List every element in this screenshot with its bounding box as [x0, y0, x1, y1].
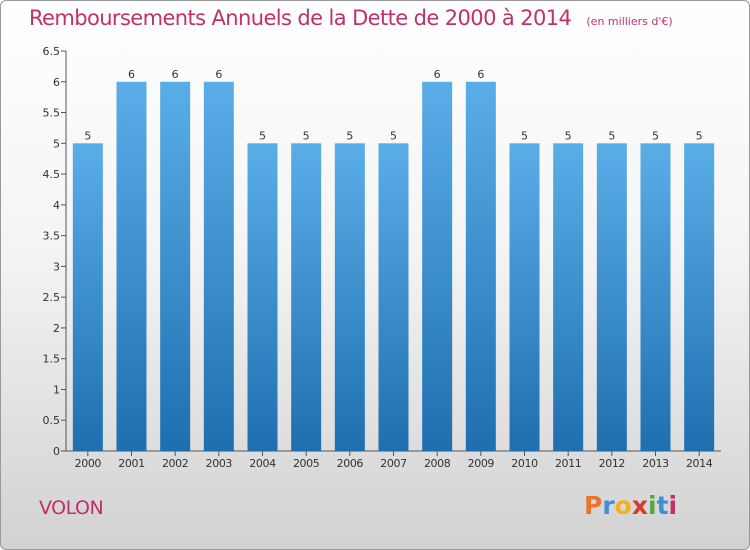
bar	[203, 81, 234, 452]
y-tick-label: 5.5	[43, 107, 61, 120]
bar	[160, 81, 191, 452]
x-tick-label: 2009	[468, 457, 495, 470]
logo-letter: P	[584, 491, 603, 520]
bar	[553, 143, 584, 452]
x-tick-label: 2001	[118, 457, 144, 470]
x-tick-label: 2010	[511, 457, 538, 470]
y-tick-label: 3.5	[43, 230, 61, 243]
logo-letter: i	[648, 491, 657, 520]
x-tick-label: 2013	[642, 457, 669, 470]
data-label: 5	[521, 129, 528, 142]
bar	[334, 143, 365, 452]
x-tick-label: 2006	[337, 457, 364, 470]
logo-letter: r	[602, 491, 615, 520]
x-tick-label: 2004	[249, 457, 276, 470]
x-tick-label: 2002	[162, 457, 188, 470]
bar	[640, 143, 671, 452]
data-labels: 5 6 6 6 5 5 5 5 6 6 5 5 5 5 5	[84, 68, 702, 143]
data-label: 5	[696, 129, 703, 142]
commune-name: VOLON	[39, 497, 104, 519]
y-tick-label: 6	[53, 76, 60, 89]
bar	[72, 143, 103, 452]
x-tick-label: 2014	[686, 457, 713, 470]
bar	[291, 143, 322, 452]
data-label: 5	[390, 129, 397, 142]
bar	[378, 143, 409, 452]
bar	[684, 143, 715, 452]
data-label: 6	[172, 68, 179, 81]
bar	[422, 81, 453, 452]
data-label: 5	[303, 129, 310, 142]
y-tick-label: 0.5	[43, 414, 61, 427]
data-label: 6	[215, 68, 222, 81]
logo-letter: o	[614, 491, 632, 520]
y-tick-label: 0	[53, 445, 60, 458]
y-tick-label: 2.5	[43, 291, 61, 304]
chart-title: Remboursements Annuels de la Dette de 20…	[29, 6, 572, 30]
data-label: 5	[652, 129, 659, 142]
title-row: Remboursements Annuels de la Dette de 20…	[29, 6, 673, 30]
y-tick-label: 4.5	[43, 168, 61, 181]
x-tick-label: 2008	[424, 457, 451, 470]
data-label: 5	[259, 129, 266, 142]
x-tick-label: 2007	[380, 457, 407, 470]
logo-letter: t	[656, 491, 669, 520]
x-tick-label: 2012	[599, 457, 625, 470]
data-label: 5	[565, 129, 572, 142]
x-tick-label: 2005	[293, 457, 320, 470]
chart-axes: 0 0.5 1 1.5 2 2.5 3 3.5 4 4.5 5 5.5 6 6.5 2000 2001 2002…	[43, 45, 721, 470]
y-tick-label: 5	[53, 137, 60, 150]
x-tick-label: 2003	[206, 457, 233, 470]
bar	[465, 81, 496, 452]
bar	[596, 143, 627, 452]
proxiti-logo[interactable]: Proxiti	[584, 491, 677, 520]
bar	[116, 81, 147, 452]
bar-series	[72, 81, 715, 452]
logo-letter: i	[668, 491, 678, 520]
y-tick-label: 6.5	[43, 45, 61, 58]
data-label: 6	[434, 68, 441, 81]
x-tick-label: 2000	[75, 457, 102, 470]
y-tick-label: 3	[53, 260, 60, 273]
logo-letter: x	[631, 491, 648, 520]
y-tick-label: 1.5	[43, 353, 61, 366]
data-label: 5	[346, 129, 353, 142]
x-tick-label: 2011	[555, 457, 581, 470]
data-label: 5	[84, 129, 91, 142]
y-tick-label: 1	[53, 383, 60, 396]
y-tick-label: 2	[53, 322, 60, 335]
data-label: 6	[128, 68, 135, 81]
bar	[509, 143, 540, 452]
y-tick-label: 4	[53, 199, 60, 212]
data-label: 5	[608, 129, 615, 142]
data-label: 6	[477, 68, 484, 81]
bar	[247, 143, 278, 452]
chart-unit: (en milliers d'€)	[586, 15, 673, 28]
